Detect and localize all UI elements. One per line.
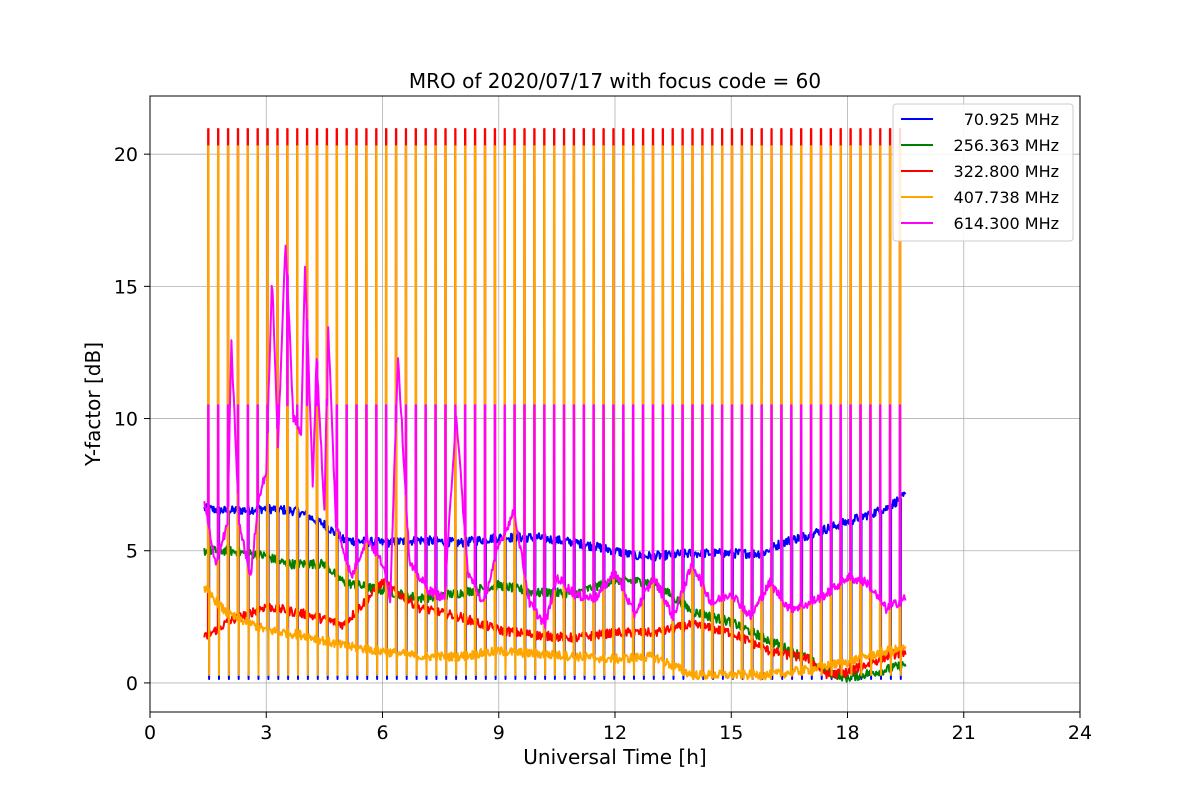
- series-line-4: [203, 244, 907, 629]
- x-tick-label: 9: [493, 722, 505, 744]
- legend-label: 407.738 MHz: [954, 188, 1059, 207]
- x-tick-label: 21: [952, 722, 976, 744]
- x-tick-label: 0: [144, 722, 156, 744]
- legend-label: 256.363 MHz: [954, 136, 1059, 155]
- y-tick-label: 20: [114, 144, 138, 166]
- x-tick-label: 15: [719, 722, 743, 744]
- x-tick-label: 12: [603, 722, 627, 744]
- y-tick-label: 5: [126, 541, 138, 563]
- legend-label: 322.800 MHz: [954, 162, 1059, 181]
- x-axis-label: Universal Time [h]: [523, 745, 706, 769]
- series-layer: [203, 128, 907, 683]
- legend-label: 70.925 MHz: [964, 110, 1059, 129]
- y-tick-label: 10: [114, 409, 138, 431]
- series-line-3: [203, 145, 907, 681]
- ticks: 0 3 6 9 12 15 18 21 24 0 5 10 15 20: [114, 144, 1092, 744]
- legend-box: [892, 103, 1074, 242]
- chart-title: MRO of 2020/07/17 with focus code = 60: [409, 69, 821, 93]
- y-tick-label: 15: [114, 276, 138, 298]
- legend: 70.925 MHz 256.363 MHz 322.800 MHz 407.738 …: [892, 103, 1074, 242]
- y-tick-label: 0: [126, 673, 138, 695]
- series-line-2: [203, 128, 907, 680]
- x-tick-label: 6: [376, 722, 388, 744]
- x-tick-label: 3: [260, 722, 272, 744]
- x-tick-label: 24: [1068, 722, 1092, 744]
- legend-label: 614.300 MHz: [954, 214, 1059, 233]
- x-tick-label: 18: [835, 722, 859, 744]
- y-axis-label: Y-factor [dB]: [81, 342, 105, 467]
